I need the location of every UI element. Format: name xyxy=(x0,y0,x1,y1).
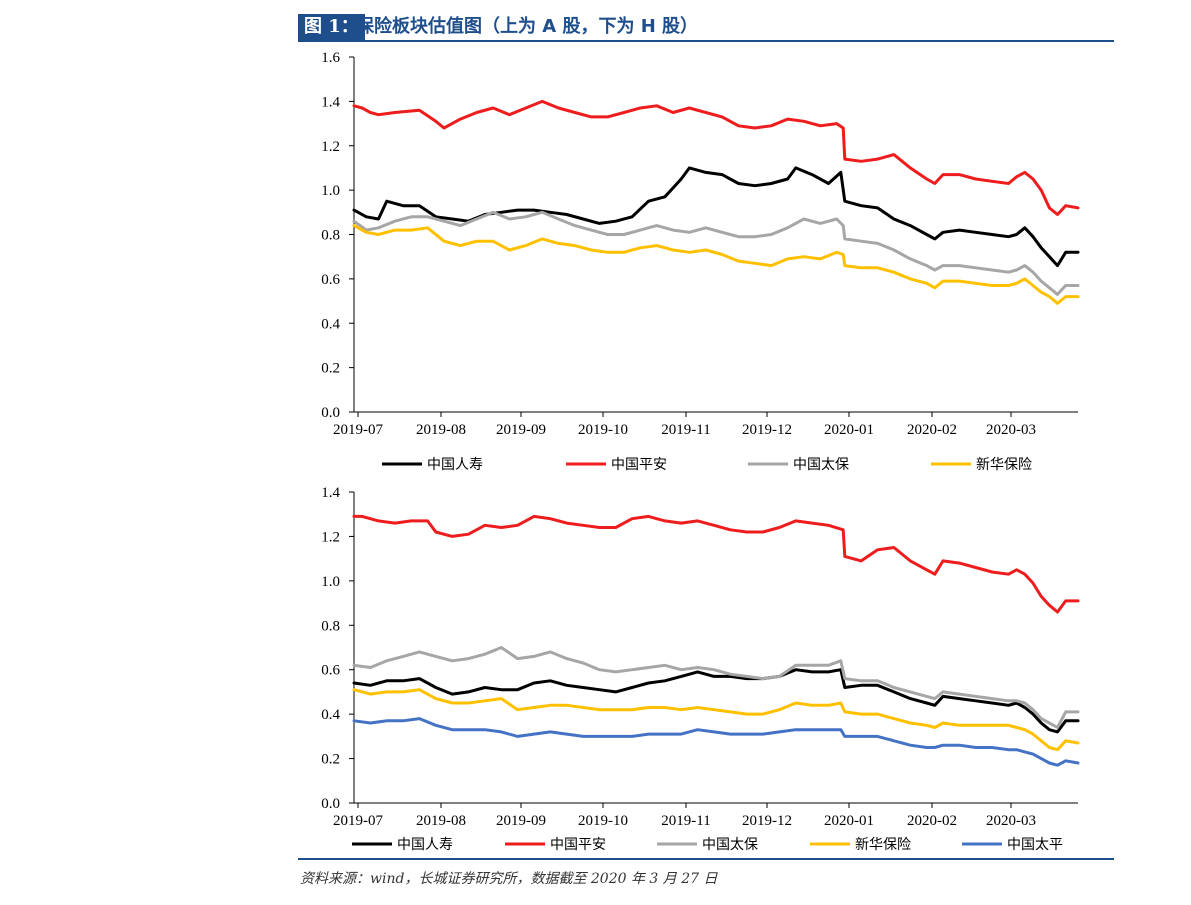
y-tick-label: 0.0 xyxy=(321,405,340,421)
chart-h-share: 0.0 0.2 0.4 0.6 0.8 1.0 1.2 1.4 2019-07 2019-08 20… xyxy=(321,485,1080,853)
legend-label: 中国人寿 xyxy=(397,836,453,853)
y-tick-label: 0.2 xyxy=(321,361,340,377)
x-tick-label: 2019-11 xyxy=(661,422,710,438)
legend-label: 中国太平 xyxy=(1007,837,1063,853)
legend-label: 中国平安 xyxy=(611,457,667,473)
x-tick-label: 2019-08 xyxy=(416,422,466,438)
legend-label: 新华保险 xyxy=(976,457,1032,473)
series-line-2 xyxy=(352,99,1080,216)
x-tick-label: 2020-01 xyxy=(824,813,874,829)
legend-label: 中国太保 xyxy=(793,457,849,473)
chart-a-share: 0.0 0.2 0.4 0.6 0.8 1.0 1.2 1.4 1.6 2019-07 2019-0… xyxy=(321,50,1080,473)
y-tick-label: 0.2 xyxy=(321,752,340,768)
series-line-4 xyxy=(352,224,1080,305)
y-tick-label: 1.2 xyxy=(321,529,340,545)
x-tick-label: 2019-07 xyxy=(333,813,383,829)
figure-header: 图 1： 保险板块估值图（上为 A 股，下为 H 股） xyxy=(298,12,1114,42)
x-tick-label: 2020-03 xyxy=(986,813,1036,829)
series-line-1 xyxy=(352,166,1080,268)
x-tick-label: 2020-02 xyxy=(907,422,957,438)
series-line-4 xyxy=(352,688,1080,752)
x-tick-label: 2019-11 xyxy=(661,813,710,829)
chart-legend: 中国人寿 中国平安 中国太保 新华保险 中国太平 xyxy=(352,836,1063,853)
y-tick-label: 1.0 xyxy=(321,183,340,199)
x-tick-label: 2019-07 xyxy=(333,422,383,438)
y-tick-label: 0.8 xyxy=(321,618,340,634)
y-tick-label: 0.8 xyxy=(321,228,340,244)
x-tick-label: 2019-10 xyxy=(578,422,628,438)
y-tick-label: 0.4 xyxy=(321,316,340,332)
x-tick-label: 2019-08 xyxy=(416,813,466,829)
x-tick-label: 2020-03 xyxy=(986,422,1036,438)
x-tick-label: 2020-01 xyxy=(824,422,874,438)
source-note: 资料来源：wind，长城证券研究所，数据截至 2020 年 3 月 27 日 xyxy=(300,871,718,887)
series-line-5 xyxy=(352,717,1080,767)
series-line-2 xyxy=(352,514,1080,614)
y-tick-label: 1.4 xyxy=(321,94,340,110)
y-tick-label: 0.6 xyxy=(321,272,340,288)
header-divider xyxy=(298,40,1114,42)
x-tick-label: 2019-12 xyxy=(742,813,792,829)
y-tick-label: 1.4 xyxy=(321,485,340,501)
legend-label: 中国太保 xyxy=(702,837,758,853)
x-tick-label: 2019-09 xyxy=(496,422,546,438)
x-tick-label: 2019-10 xyxy=(578,813,628,829)
series-line-3 xyxy=(352,210,1080,296)
figure-title: 保险板块估值图（上为 A 股，下为 H 股） xyxy=(356,16,699,37)
series-line-3 xyxy=(352,646,1080,729)
x-tick-label: 2019-09 xyxy=(496,813,546,829)
y-tick-label: 0.4 xyxy=(321,707,340,723)
x-tick-label: 2019-12 xyxy=(742,422,792,438)
y-tick-label: 0.0 xyxy=(321,796,340,812)
chart-legend: 中国人寿 中国平安 中国太保 新华保险 xyxy=(382,456,1032,473)
legend-label: 中国平安 xyxy=(550,837,606,853)
footer-divider xyxy=(298,858,1114,860)
legend-label: 新华保险 xyxy=(855,837,911,853)
y-tick-label: 0.6 xyxy=(321,663,340,679)
figure-label: 图 1： xyxy=(298,14,365,40)
legend-label: 中国人寿 xyxy=(427,456,483,473)
x-tick-label: 2020-02 xyxy=(907,813,957,829)
series-line-1 xyxy=(352,668,1080,734)
y-tick-label: 1.6 xyxy=(321,50,340,66)
y-tick-label: 1.2 xyxy=(321,139,340,155)
y-tick-label: 1.0 xyxy=(321,574,340,590)
